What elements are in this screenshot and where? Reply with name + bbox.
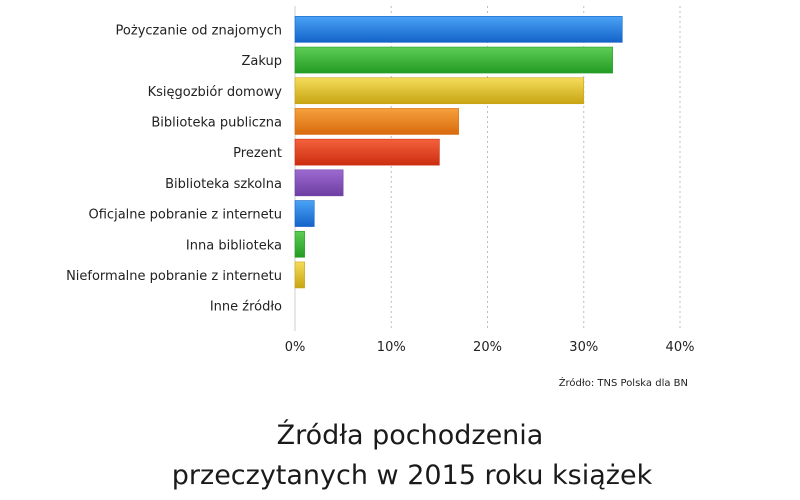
bar xyxy=(294,200,315,227)
bars xyxy=(294,16,623,289)
bar xyxy=(294,77,585,105)
bar xyxy=(294,230,305,258)
category-labels: Pożyczanie od znajomych Zakup Księgozbiór … xyxy=(66,23,282,314)
category-label: Biblioteka publiczna xyxy=(151,115,282,130)
x-tick-label: 30% xyxy=(569,340,598,355)
bar xyxy=(294,261,305,289)
bar xyxy=(294,169,344,197)
bar xyxy=(294,138,440,166)
source-note: Źródło: TNS Polska dla BN xyxy=(559,376,688,389)
category-label: Księgozbiór domowy xyxy=(148,85,283,100)
bar xyxy=(294,16,623,43)
category-label: Pożyczanie od znajomych xyxy=(116,23,282,38)
category-label: Inne źródło xyxy=(210,300,282,315)
bar xyxy=(294,46,613,74)
x-tick-label: 10% xyxy=(377,340,406,355)
bar xyxy=(294,108,459,135)
category-label: Oficjalne pobranie z internetu xyxy=(89,208,282,223)
x-tick-label: 40% xyxy=(666,340,695,355)
category-label: Prezent xyxy=(233,146,282,161)
chart-title-line-2: przeczytanych w 2015 roku książek xyxy=(172,460,653,491)
category-label: Zakup xyxy=(242,54,283,69)
x-axis-ticks: 0% 10% 20% 30% 40% xyxy=(285,340,695,355)
x-tick-label: 20% xyxy=(473,340,502,355)
category-label: Inna biblioteka xyxy=(186,238,282,253)
chart-title-line-1: Źródła pochodzenia xyxy=(277,419,544,451)
category-label: Biblioteka szkolna xyxy=(165,177,282,192)
category-label: Nieformalne pobranie z internetu xyxy=(66,269,282,284)
x-tick-label: 0% xyxy=(285,340,306,355)
